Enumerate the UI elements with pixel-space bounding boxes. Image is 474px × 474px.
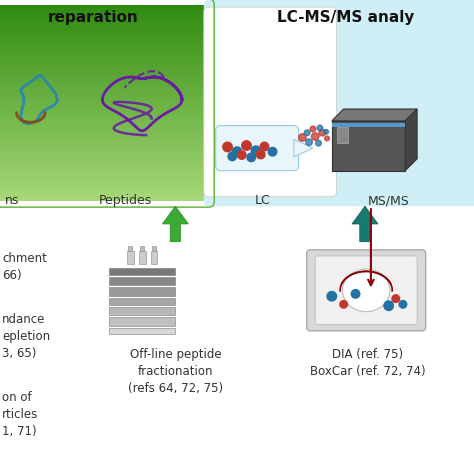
Bar [0,54,209,56]
Bar [0,44,209,46]
Bar [0,93,209,96]
Bar [0,46,209,49]
Circle shape [325,136,329,141]
Bar [0,108,209,110]
Bar [0,145,209,147]
Bar [0,182,209,184]
Bar [0,86,209,88]
Bar [0,110,209,113]
Circle shape [299,134,306,141]
FancyBboxPatch shape [332,121,405,171]
Bar [109,317,175,326]
Bar [0,39,209,42]
Bar [0,187,209,189]
Bar [0,147,209,150]
Bar [0,19,209,22]
FancyArrow shape [352,206,378,242]
Bar [0,167,209,170]
Bar [0,61,209,64]
Bar [0,81,209,83]
Bar [0,140,209,143]
Bar [0,12,209,15]
Bar [0,133,209,135]
Bar [0,115,209,118]
Bar [0,162,209,164]
Bar [0,52,209,54]
FancyBboxPatch shape [315,256,417,325]
Circle shape [319,129,326,136]
Bar [0,7,209,9]
Bar [0,9,209,12]
Polygon shape [294,139,313,157]
Bar [0,56,209,59]
Bar [0,88,209,91]
Bar [139,251,146,264]
Circle shape [306,139,312,146]
Text: DIA (ref. 75)
BoxCar (ref. 72, 74): DIA (ref. 75) BoxCar (ref. 72, 74) [310,348,425,378]
Bar [0,184,209,187]
Circle shape [237,151,246,159]
Circle shape [260,142,269,151]
Bar [151,251,157,264]
Circle shape [304,130,310,136]
Bar [109,268,175,275]
Bar [0,179,209,182]
Bar [0,143,209,145]
Bar [0,76,209,79]
Bar [0,150,209,152]
Bar [140,246,144,251]
Bar [0,96,209,98]
Bar [127,251,134,264]
Bar [0,128,209,130]
Bar [0,73,209,76]
Bar [0,135,209,137]
Bar [0,189,209,191]
Circle shape [247,153,255,162]
Bar [0,98,209,100]
Bar [0,27,209,29]
Circle shape [384,301,393,310]
Bar [0,69,209,71]
Bar [0,64,209,66]
Bar [0,71,209,73]
Bar [0,15,209,17]
Circle shape [310,126,316,132]
Bar [0,103,209,106]
Bar [0,199,209,201]
FancyBboxPatch shape [216,126,299,171]
Bar [0,197,209,199]
Circle shape [311,133,319,140]
Polygon shape [405,109,417,171]
Circle shape [327,292,337,301]
Circle shape [317,125,323,131]
Text: LC: LC [255,194,271,207]
Bar [109,298,175,305]
Text: ndance
epletion
3, 65): ndance epletion 3, 65) [2,313,51,360]
Text: reparation: reparation [47,10,138,26]
Text: Off-line peptide
fractionation
(refs 64, 72, 75): Off-line peptide fractionation (refs 64,… [128,348,223,395]
Bar [128,246,132,251]
Bar [0,32,209,34]
Bar [0,125,209,128]
Circle shape [324,129,328,134]
Bar [0,42,209,44]
Circle shape [392,295,400,302]
Bar [0,49,209,52]
Bar [0,160,209,162]
Bar [0,177,209,179]
Bar [0,170,209,172]
Circle shape [340,301,347,308]
FancyBboxPatch shape [307,250,426,331]
Bar [0,118,209,120]
Bar [109,307,175,315]
Circle shape [316,140,321,146]
Text: LC-MS/MS analy: LC-MS/MS analy [277,10,415,26]
Bar [152,246,156,251]
Bar [0,22,209,25]
Bar [0,17,209,19]
Circle shape [232,147,242,156]
Bar [0,91,209,93]
Text: on of
rticles
1, 71): on of rticles 1, 71) [2,391,38,438]
Bar [0,106,209,108]
Bar [0,25,209,27]
